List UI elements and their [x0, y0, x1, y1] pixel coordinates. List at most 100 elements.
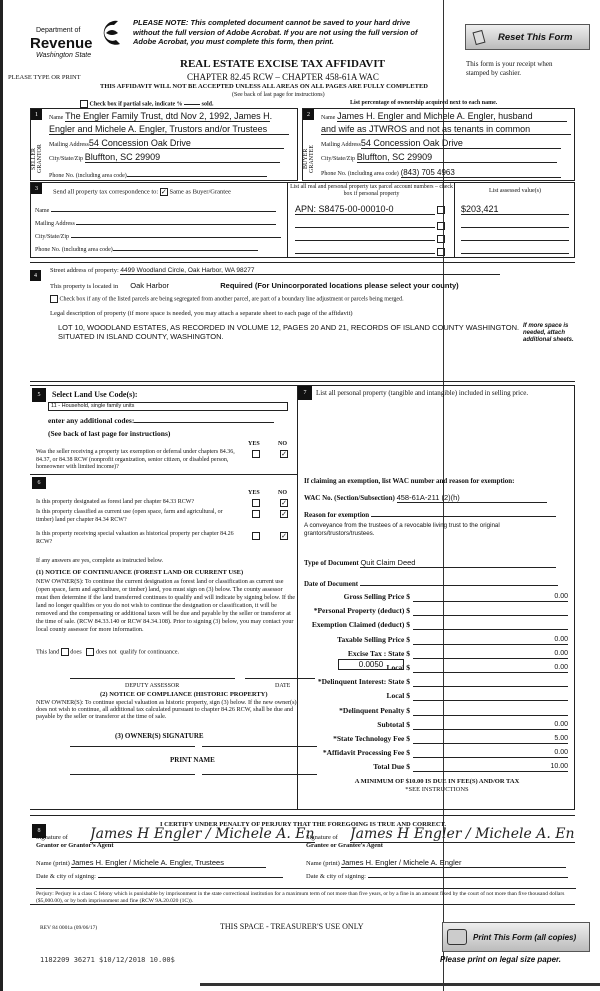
signature-of-label: Signature of — [306, 834, 338, 841]
buyer-mail-input[interactable]: 54 Concession Oak Drive — [360, 138, 561, 149]
personal-property-label: List all personal property (tangible and… — [316, 389, 529, 397]
exemption-calc-section: 7 List all personal property (tangible a… — [297, 385, 575, 810]
cashier-stamp: 1182209 36271 $10/12/2018 10.00$ — [40, 956, 175, 964]
buyer-phone-input[interactable]: (843) 705 4963 — [400, 168, 561, 178]
seller-city-input[interactable]: Bluffton, SC 29909 — [84, 152, 280, 163]
parcel-account-input[interactable] — [295, 231, 435, 241]
seller-mail-input[interactable]: 54 Concession Oak Drive — [88, 138, 284, 149]
calc-value-input[interactable] — [413, 706, 568, 716]
same-as-buyer-checkbox[interactable]: ✓ — [159, 188, 168, 196]
partial-sale-pct-input[interactable] — [184, 104, 201, 106]
grantor-name-input[interactable]: James H. Engler / Michele A. Engler, Tru… — [71, 858, 267, 868]
current-use-no-checkbox[interactable]: ✓ — [280, 510, 288, 518]
buyer-name-input[interactable]: James H. Engler and Michele A. Engler, h… — [337, 111, 568, 122]
calc-value-input[interactable]: 10.00 — [413, 762, 568, 773]
parcel-account-input[interactable] — [295, 244, 435, 254]
does-checkbox[interactable] — [60, 648, 69, 656]
grantee-name-input[interactable]: James H. Engler / Michele A. Engler — [341, 858, 567, 868]
calc-value-input[interactable]: 0.00 — [413, 720, 568, 730]
reset-form-button[interactable]: Reset This Form — [465, 24, 590, 50]
forest-yes-checkbox[interactable] — [252, 499, 260, 507]
calc-value-input[interactable]: 0.00 — [413, 592, 568, 602]
owner-signature-line-1[interactable] — [70, 746, 195, 747]
reason-input[interactable]: A conveyance from the trustees of a revo… — [304, 522, 500, 537]
buyer-side-label: BUYER GRANTEE — [303, 145, 315, 173]
section-number: 2 — [303, 109, 314, 120]
seller-phone-row: Phone No. (including area code) — [49, 168, 267, 179]
calc-value: 0.00 — [554, 649, 568, 657]
dor-logo: Department of Revenue Washington State — [30, 18, 125, 66]
does-not-label: does not — [95, 648, 117, 656]
print-name-line-1[interactable] — [70, 774, 195, 775]
owner-signature-line-2[interactable] — [202, 746, 317, 747]
doc-type-input[interactable]: Quit Claim Deed — [360, 558, 557, 568]
personal-property-checkbox[interactable] — [436, 222, 445, 231]
q1-no-checkbox[interactable]: ✓ — [280, 450, 288, 458]
assessed-value-input[interactable] — [461, 244, 569, 254]
buyer-city-input[interactable]: Bluffton, SC 29909 — [356, 152, 557, 163]
corr-phone-input[interactable] — [112, 250, 258, 251]
calc-value-input[interactable] — [413, 606, 568, 617]
location-select[interactable]: Oak Harbor — [130, 281, 169, 290]
does-not-checkbox[interactable] — [86, 648, 95, 656]
corr-city-input[interactable] — [70, 237, 281, 238]
buyer-name-input-line2[interactable]: and wife as JTWROS and not as tenants in… — [321, 124, 571, 135]
personal-property-checkbox[interactable] — [436, 206, 445, 215]
send-row: Send all property tax correspondence to:… — [53, 188, 231, 196]
current-use-yes-checkbox[interactable] — [252, 510, 260, 518]
grantee-signature[interactable]: James H Engler / Michele A. Engler — [350, 826, 575, 843]
deputy-date-line[interactable] — [245, 678, 315, 679]
sold-label: sold. — [201, 101, 214, 108]
parcel-account-input[interactable] — [295, 218, 435, 228]
phone-label: Phone No. (including area code) — [49, 173, 127, 179]
q1-yes-checkbox[interactable] — [252, 450, 260, 458]
assessed-value-input[interactable] — [461, 218, 569, 228]
calc-value-input[interactable] — [413, 620, 568, 631]
corr-name-input[interactable] — [50, 211, 276, 212]
calc-value-input[interactable]: 0.00 — [413, 748, 568, 759]
historic-no-checkbox[interactable]: ✓ — [280, 532, 288, 540]
calc-value-input[interactable]: 0.00 — [413, 663, 568, 673]
legal-description-input[interactable]: LOT 10, WOODLAND ESTATES, AS RECORDED IN… — [58, 323, 520, 341]
reason-line[interactable] — [370, 516, 556, 517]
corr-mail-input[interactable] — [76, 224, 277, 225]
calc-value-input[interactable]: 5.00 — [413, 734, 568, 744]
divider — [287, 183, 288, 257]
calc-value-input[interactable]: 0.00 — [413, 635, 568, 645]
calc-value-input[interactable] — [413, 677, 568, 688]
seller-phone-input[interactable] — [126, 168, 267, 177]
grantor-date-input[interactable] — [97, 877, 283, 878]
personal-property-checkbox[interactable] — [436, 248, 445, 257]
seller-name-input-line2[interactable]: Engler and Michele A. Engler, Trustors a… — [49, 124, 289, 135]
partial-sale-checkbox[interactable] — [80, 100, 88, 108]
grantee-date-input[interactable] — [367, 877, 568, 878]
calc-value-input[interactable]: 0.00 — [413, 649, 568, 659]
parcel-account-input[interactable]: APN: S8475-00-00010-0 — [295, 204, 435, 215]
historic-yes-checkbox[interactable] — [252, 532, 260, 540]
street-input[interactable]: 4499 Woodland Circle, Oak Harbor, WA 982… — [120, 267, 501, 275]
seller-name-input[interactable]: The Engler Family Trust, dtd Nov 2, 1992… — [65, 111, 273, 122]
forest-no-checkbox[interactable]: ✓ — [280, 499, 288, 507]
mail-label: Mailing Address — [35, 221, 75, 227]
segregated-checkbox[interactable] — [50, 295, 58, 303]
ownership-note: List percentage of ownership acquired ne… — [350, 100, 498, 106]
print-form-button[interactable]: Print This Form (all copies) — [442, 922, 590, 952]
calc-value: 0.00 — [554, 593, 568, 600]
deputy-assessor-signature-line[interactable] — [70, 678, 235, 679]
additional-codes-input[interactable] — [134, 422, 275, 423]
yes-header: YES — [248, 490, 260, 496]
personal-property-checkbox[interactable] — [436, 235, 445, 244]
notice1-title: (1) NOTICE OF CONTINUANCE (FOREST LAND O… — [36, 569, 244, 576]
calc-row: Local $ 0.00 — [298, 660, 568, 673]
assessed-value-input[interactable]: $203,421 — [461, 204, 569, 215]
doc-date-input[interactable] — [359, 576, 558, 586]
print-name-line-2[interactable] — [202, 774, 317, 775]
local-rate-input[interactable]: 0.0050 — [338, 659, 404, 670]
calc-value-input[interactable] — [413, 691, 568, 702]
calc-value: 0.00 — [554, 664, 568, 671]
land-use-select[interactable]: 11 - Household, single family units — [48, 402, 288, 411]
wac-input[interactable]: 458-61A-211 (2)(h) — [396, 493, 547, 503]
assessed-value-input[interactable] — [461, 231, 569, 241]
grantor-signature[interactable]: James H Engler / Michele A. Engler — [90, 826, 315, 843]
partial-sale-row: Check box if partial sale, indicate % so… — [80, 100, 214, 108]
